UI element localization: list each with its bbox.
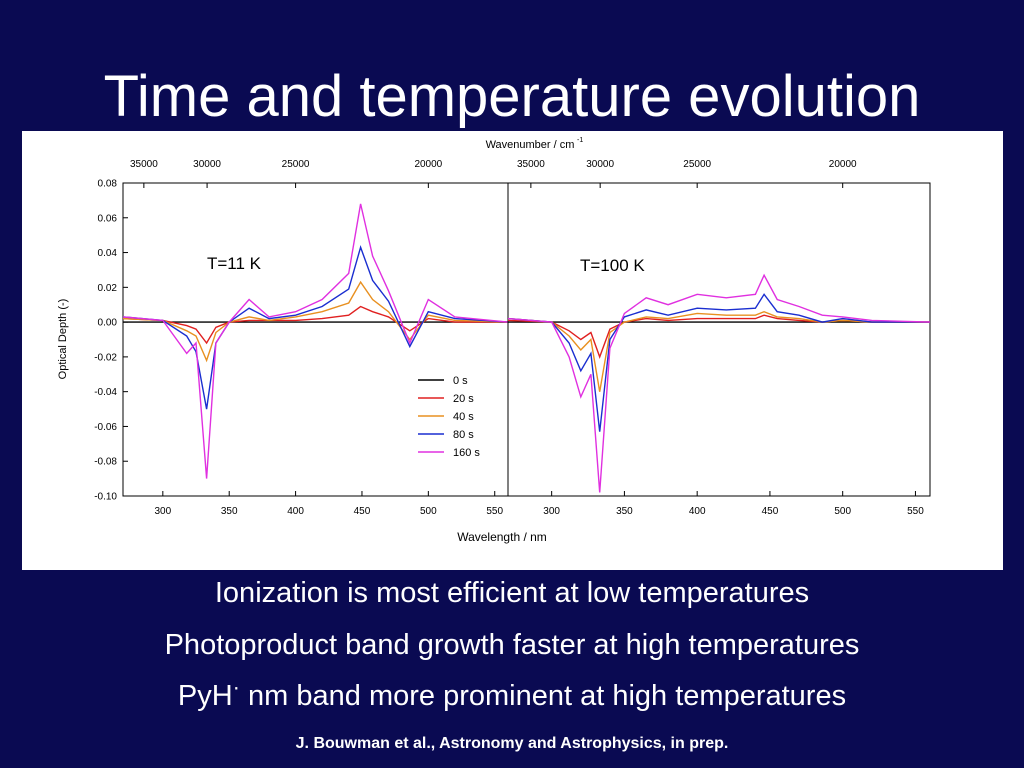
figure-panel: 300 350 400 450 500 550 35000 30000 25000 20000 T=… xyxy=(22,131,1003,570)
plot-frame-0 xyxy=(122,182,509,497)
legend-label-20s: 20 s xyxy=(453,393,474,405)
legend-label-160s: 160 s xyxy=(453,447,480,459)
series-line-80s-panel1 xyxy=(507,293,930,432)
x2-tick-label: 20000 xyxy=(829,159,857,170)
y-tick-label: -0.04 xyxy=(94,387,117,398)
bullet-photoproduct: Photoproduct band growth faster at high … xyxy=(164,629,860,661)
panel-label-1: T=100 K xyxy=(580,256,645,275)
x-tick-label: 550 xyxy=(486,506,503,517)
panel-label-0: T=11 K xyxy=(207,254,262,273)
x2-tick-label: 35000 xyxy=(130,159,158,170)
series-line-160s-panel1 xyxy=(507,273,931,493)
x-tick-label: 300 xyxy=(543,506,560,517)
citation: J. Bouwman et al., Astronomy and Astroph… xyxy=(295,735,729,752)
x2-tick-label: 35000 xyxy=(517,159,545,170)
legend-label-0s: 0 s xyxy=(453,375,468,387)
series-line-40s-panel0 xyxy=(122,280,509,363)
slide-title: Time and temperature evolution xyxy=(103,64,921,129)
x-axis-title: Wavelength / nm xyxy=(457,530,547,544)
x-tick-label: 500 xyxy=(420,506,437,517)
y-tick-label: -0.06 xyxy=(94,422,117,433)
bullet-ionization: Ionization is most efficient at low temp… xyxy=(214,577,810,609)
x-tick-label: 350 xyxy=(221,506,238,517)
x-tick-label: 450 xyxy=(354,506,371,517)
bullet-pyh: PyH· nm band more prominent at high temp… xyxy=(0,676,1024,714)
x2-tick-label: 30000 xyxy=(586,159,614,170)
x-tick-label: 450 xyxy=(762,506,779,517)
series-line-160s-panel0 xyxy=(122,203,509,479)
x2-tick-label: 20000 xyxy=(414,159,442,170)
x2-tick-label: 25000 xyxy=(683,159,711,170)
spectra-chart: 300 350 400 450 500 550 35000 30000 25000 20000 T=… xyxy=(57,137,931,544)
y-tick-label: 0.06 xyxy=(98,213,118,224)
x2-axis-title-sup: -1 xyxy=(577,137,583,144)
y-tick-label: 0.02 xyxy=(98,283,118,294)
x2-axis-title: Wavenumber / cm xyxy=(486,139,575,151)
x-tick-label: 500 xyxy=(834,506,851,517)
y-tick-label: -0.10 xyxy=(94,492,117,503)
x-tick-label: 350 xyxy=(616,506,633,517)
plot-frame-1 xyxy=(507,182,931,497)
legend-label-80s: 80 s xyxy=(453,429,474,441)
y-tick-label: 0.04 xyxy=(98,248,118,259)
y-tick-label: -0.08 xyxy=(94,457,117,468)
y-tick-label: 0.00 xyxy=(98,318,118,329)
bullet-pyh-prefix: PyH xyxy=(177,680,233,712)
legend-label-40s: 40 s xyxy=(453,411,474,423)
x-tick-label: 550 xyxy=(907,506,924,517)
radical-dot: · xyxy=(232,674,240,700)
series-line-20s-panel0 xyxy=(122,305,508,345)
x-tick-label: 400 xyxy=(689,506,706,517)
x2-tick-label: 30000 xyxy=(193,159,221,170)
x2-tick-label: 25000 xyxy=(282,159,310,170)
x-tick-label: 300 xyxy=(154,506,171,517)
y-axis-title: Optical Depth (-) xyxy=(57,299,69,380)
x-tick-label: 400 xyxy=(287,506,304,517)
series-line-40s-panel1 xyxy=(507,310,930,392)
bullet-pyh-suffix: nm band more prominent at high temperatu… xyxy=(240,680,847,712)
y-tick-label: -0.02 xyxy=(94,352,117,363)
y-tick-label: 0.08 xyxy=(98,179,118,190)
